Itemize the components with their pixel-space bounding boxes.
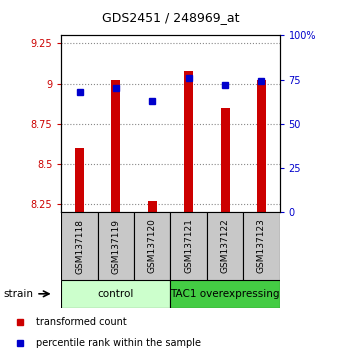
Text: GSM137119: GSM137119 [112, 218, 120, 274]
Text: TAC1 overexpressing: TAC1 overexpressing [170, 289, 280, 299]
Text: GSM137118: GSM137118 [75, 218, 84, 274]
Text: GSM137122: GSM137122 [221, 219, 229, 273]
Bar [170, 280, 280, 308]
Bar [257, 80, 266, 212]
Bar [207, 212, 243, 280]
Text: transformed count: transformed count [36, 317, 127, 327]
Bar [243, 212, 280, 280]
Bar [61, 212, 98, 280]
Text: GSM137120: GSM137120 [148, 218, 157, 274]
Bar [148, 201, 157, 212]
Text: control: control [98, 289, 134, 299]
Bar [75, 148, 84, 212]
Bar [134, 212, 170, 280]
Text: GDS2451 / 248969_at: GDS2451 / 248969_at [102, 11, 239, 24]
Bar [221, 108, 229, 212]
Bar [61, 280, 170, 308]
Bar [98, 212, 134, 280]
Bar [184, 71, 193, 212]
Text: GSM137123: GSM137123 [257, 218, 266, 274]
Text: strain: strain [3, 289, 33, 299]
Bar [170, 212, 207, 280]
Bar [112, 80, 120, 212]
Text: GSM137121: GSM137121 [184, 218, 193, 274]
Text: percentile rank within the sample: percentile rank within the sample [36, 338, 201, 348]
